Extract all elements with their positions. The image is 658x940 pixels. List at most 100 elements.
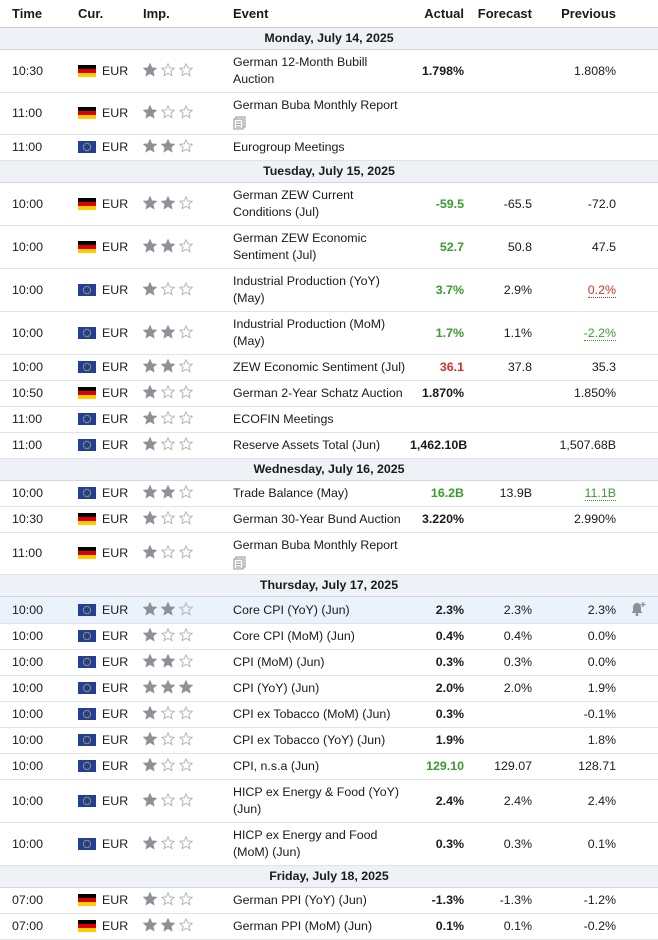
event-previous: -2.2% [583,325,616,341]
star-empty [160,544,176,559]
event-name-cell: CPI, n.s.a (Jun) [222,753,410,780]
event-row: 10:00 EUR Core CPI (YoY) (Jun) 2.3% 2.3% 2.3% [0,596,658,624]
event-importance [135,675,222,702]
event-actual-cell: 0.4% [410,623,470,650]
star-filled [142,891,158,906]
event-row: 10:00 EUR Trade Balance (May) 16.2B 13.9B 11.… [0,480,658,507]
event-currency: EUR [102,239,129,254]
event-currency: EUR [102,919,129,933]
star-empty [160,281,176,296]
star-empty [178,410,194,425]
flag-eu [78,439,96,451]
star-filled [142,679,158,694]
event-alert-cell [622,623,658,650]
star-empty [178,705,194,720]
document-icon [233,116,246,130]
event-alert-cell [622,675,658,702]
flag-germany [78,197,96,210]
event-name-cell: CPI (MoM) (Jun) [222,649,410,676]
event-previous-cell: -1.2% [538,887,622,914]
star-filled [160,917,176,932]
event-alert-cell [622,649,658,676]
event-currency: EUR [102,282,129,297]
event-previous-cell: 2.4% [538,779,622,823]
event-row: 11:00 EUR Reserve Assets Total (Jun) 1,462.… [0,432,658,459]
event-currency-cell: EUR [70,432,135,459]
event-previous: -72.0 [587,196,616,211]
star-filled [142,195,158,210]
event-alert-cell [622,92,658,135]
event-name: Industrial Production (MoM) (May) [233,317,386,348]
event-time: 10:00 [0,779,70,823]
star-empty [160,891,176,906]
star-empty [160,104,176,119]
event-forecast-cell: 0.3% [470,649,538,676]
event-currency: EUR [102,486,129,500]
event-previous-cell: -0.2% [538,913,622,940]
day-row: Tuesday, July 15, 2025 [0,160,658,183]
event-importance [135,596,222,624]
event-currency-cell: EUR [70,506,135,533]
event-currency-cell: EUR [70,596,135,624]
event-name: CPI (YoY) (Jun) [233,681,320,695]
star-filled [142,358,158,373]
star-empty [178,731,194,746]
event-forecast: 50.8 [507,239,532,254]
star-filled [160,358,176,373]
event-forecast-cell: 2.0% [470,675,538,702]
flag-eu [78,413,96,425]
star-filled [142,544,158,559]
event-forecast-cell [470,134,538,161]
star-empty [160,731,176,746]
star-empty [178,510,194,525]
event-alert-cell [622,480,658,507]
event-currency: EUR [102,681,129,695]
event-currency: EUR [102,546,129,560]
event-previous-cell: 35.3 [538,354,622,381]
event-importance [135,506,222,533]
event-currency-cell: EUR [70,225,135,269]
star-filled [142,653,158,668]
event-alert-cell [622,432,658,459]
event-currency: EUR [102,893,129,907]
event-row: 11:00 EUR Eurogroup Meetings [0,134,658,161]
event-importance [135,623,222,650]
event-previous: 1,507.68B [559,438,617,452]
event-currency: EUR [102,63,129,78]
star-filled [178,679,194,694]
event-forecast-cell: 2.3% [470,596,538,624]
star-filled [142,436,158,451]
star-empty [178,757,194,772]
alert-bell[interactable] [630,601,646,617]
day-row: Thursday, July 17, 2025 [0,574,658,597]
event-actual-cell: 1.7% [410,311,470,355]
star-empty [178,792,194,807]
event-actual-cell: -1.3% [410,887,470,914]
event-currency-cell: EUR [70,182,135,226]
event-name: Core CPI (MoM) (Jun) [233,629,355,643]
event-previous: 11.1B [584,486,616,501]
column-header: Forecast [470,0,538,28]
flag-eu [78,656,96,668]
event-actual: 1.9% [435,733,464,747]
event-previous-cell: -72.0 [538,182,622,226]
flag-germany [78,240,96,253]
event-previous: 128.71 [578,759,616,773]
event-row: 10:30 EUR German 30-Year Bund Auction 3.220… [0,506,658,533]
event-previous-cell [538,134,622,161]
event-previous-cell: 1.8% [538,727,622,754]
star-empty [160,792,176,807]
event-alert-cell [622,506,658,533]
event-forecast-cell: 2.4% [470,779,538,823]
event-forecast-cell [470,506,538,533]
event-alert-cell [622,354,658,381]
event-previous-cell: 0.2% [538,268,622,312]
event-currency: EUR [102,106,129,120]
event-previous-cell: -0.1% [538,701,622,728]
event-currency-cell: EUR [70,779,135,823]
event-alert-cell [622,134,658,161]
event-time: 10:00 [0,225,70,269]
event-time: 07:00 [0,887,70,914]
event-time: 10:00 [0,480,70,507]
flag-germany [78,64,96,77]
